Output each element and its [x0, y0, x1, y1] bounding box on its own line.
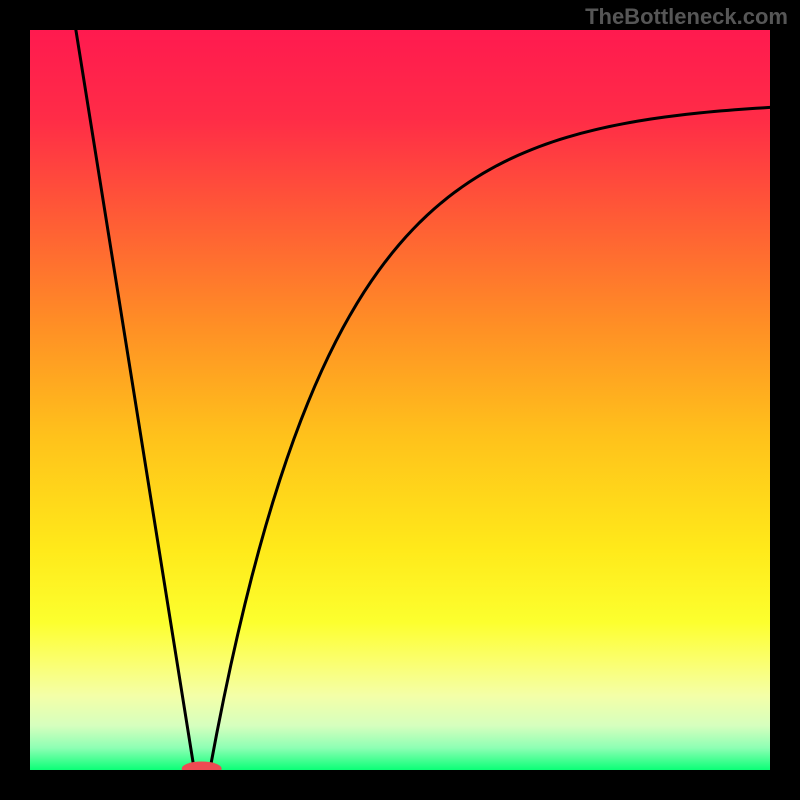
chart-container: TheBottleneck.com: [0, 0, 800, 800]
plot-svg: [30, 30, 770, 770]
watermark-text: TheBottleneck.com: [585, 4, 788, 30]
plot-area: [30, 30, 770, 770]
gradient-background: [30, 30, 770, 770]
